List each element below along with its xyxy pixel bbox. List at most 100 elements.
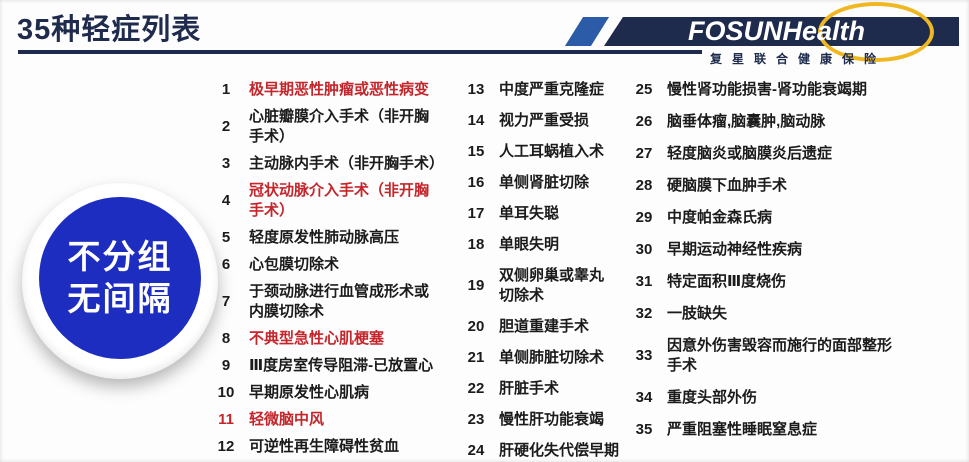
list-item: 12 可逆性再生障碍性贫血 [214,437,464,457]
item-number: 3 [221,155,231,172]
list-item: 9 Ⅲ度房室传导阻滞-已放置心 [214,356,464,376]
item-number: 11 [218,411,234,428]
list-item: 14 视力严重受损 [464,111,632,131]
item-text: 于颈动脉进行血管成形术或 内膜切除术 [249,283,430,320]
no-group-badge: 不分组 无间隔 [22,183,218,379]
item-text: 硬脑膜下血肿手术 [667,177,788,194]
logo-ellipse-icon [818,2,934,62]
list-item: 13 中度严重克隆症 [464,80,632,100]
item-text: 一肢缺失 [667,305,728,322]
item-number: 29 [635,209,653,226]
item-text: 特定面积Ⅲ度烧伤 [667,273,787,290]
item-number: 26 [635,113,653,130]
item-text: 胆道重建手术 [499,318,590,335]
list-item: 21 单侧肺脏切除术 [464,348,632,368]
item-text: 视力严重受损 [499,112,590,129]
badge-line2: 无间隔 [67,280,173,317]
item-text: 中度严重克隆症 [499,81,605,98]
item-text: 轻度原发性肺动脉高压 [249,229,400,246]
item-text: 重度头部外伤 [667,389,758,406]
item-text: 早期原发性心肌病 [249,384,370,401]
logo-brand-main: FOSUN [688,16,783,46]
item-number: 4 [221,192,231,209]
list-item: 2 心脏瓣膜介入手术（非开胸 手术） [214,107,464,147]
item-number: 24 [467,442,485,459]
list-item: 7 于颈动脉进行血管成形术或 内膜切除术 [214,282,464,322]
list-item: 34 重度头部外伤 [632,388,962,408]
item-text: 主动脉内手术（非开胸手术） [249,155,445,172]
list-item: 25 慢性肾功能损害-肾功能衰竭期 [632,80,962,100]
item-text: 双侧卵巢或睾丸 切除术 [499,267,605,304]
list-item: 8 不典型急性心肌梗塞 [214,329,464,349]
list-item: 20 胆道重建手术 [464,317,632,337]
list-column-1: 1 极早期恶性肿瘤或恶性病变 2 心脏瓣膜介入手术（非开胸 手术） 3 主动脉内手术（非开… [214,80,464,460]
item-text: 肝硬化失代偿早期 [499,442,620,459]
list-item: 4 冠状动脉介入手术（非开胸 手术） [214,181,464,221]
item-number: 5 [221,229,231,246]
item-number: 14 [467,112,485,129]
list-item: 19 双侧卵巢或睾丸 切除术 [464,266,632,306]
item-text: 单眼失明 [499,236,560,253]
item-text: 因意外伤害毁容而施行的面部整形 手术 [667,337,893,374]
item-number: 25 [635,81,653,98]
item-number: 22 [467,380,485,397]
list-item: 10 早期原发性心肌病 [214,383,464,403]
item-number: 28 [635,177,653,194]
list-item: 26 脑垂体瘤,脑囊肿,脑动脉 [632,112,962,132]
list-item: 11 轻微脑中风 [214,410,464,430]
item-text: 轻微脑中风 [249,411,325,428]
item-text: 轻度脑炎或脑膜炎后遗症 [667,145,833,162]
list-item: 29 中度帕金森氏病 [632,208,962,228]
item-text: 不典型急性心肌梗塞 [249,330,385,347]
logo-stripe-icon [564,17,610,46]
list-item: 23 慢性肝功能衰竭 [464,410,632,430]
item-text: 心包膜切除术 [249,256,340,273]
list-item: 33 因意外伤害毁容而施行的面部整形 手术 [632,336,962,376]
item-text: 中度帕金森氏病 [667,209,773,226]
item-number: 6 [221,256,231,273]
item-number: 1 [221,81,231,98]
list-item: 6 心包膜切除术 [214,255,464,275]
item-text: 单耳失聪 [499,205,560,222]
page-title: 35种轻症列表 [17,14,202,46]
item-text: 脑垂体瘤,脑囊肿,脑动脉 [667,113,826,130]
list-item: 17 单耳失聪 [464,204,632,224]
list-item: 32 一肢缺失 [632,304,962,324]
item-text: 慢性肝功能衰竭 [499,411,605,428]
item-text: 极早期恶性肿瘤或恶性病变 [249,81,430,98]
item-text: 冠状动脉介入手术（非开胸 手术） [249,182,430,219]
list-item: 18 单眼失明 [464,235,632,255]
item-text: 慢性肾功能损害-肾功能衰竭期 [667,81,867,98]
item-number: 34 [635,389,653,406]
item-number: 32 [635,305,653,322]
item-number: 9 [221,357,231,374]
item-number: 2 [221,118,231,135]
list-item: 30 早期运动神经性疾病 [632,240,962,260]
item-number: 7 [221,293,231,310]
list-item: 28 硬脑膜下血肿手术 [632,176,962,196]
item-number: 19 [467,277,485,294]
list-item: 35 严重阻塞性睡眠窒息症 [632,420,962,440]
item-number: 30 [635,241,653,258]
list-item: 31 特定面积Ⅲ度烧伤 [632,272,962,292]
logo-wordmark: FOSUNHealth [688,17,865,46]
item-text: 可逆性再生障碍性贫血 [249,438,400,455]
item-number: 27 [635,145,653,162]
item-number: 15 [467,143,485,160]
item-text: 单侧肺脏切除术 [499,349,605,366]
list-item: 16 单侧肾脏切除 [464,173,632,193]
list-item: 15 人工耳蜗植入术 [464,142,632,162]
item-number: 20 [467,318,485,335]
logo-brand-sub: Health [782,16,866,46]
item-text: 早期运动神经性疾病 [667,241,803,258]
item-number: 10 [217,384,235,401]
item-number: 12 [217,438,235,455]
item-number: 16 [467,174,485,191]
list-item: 1 极早期恶性肿瘤或恶性病变 [214,80,464,100]
list-item: 22 肝脏手术 [464,379,632,399]
item-text: 心脏瓣膜介入手术（非开胸 手术） [249,108,430,145]
list-column-3: 25 慢性肾功能损害-肾功能衰竭期 26 脑垂体瘤,脑囊肿,脑动脉 27 轻度脑炎或脑膜炎… [632,80,962,460]
list-item: 27 轻度脑炎或脑膜炎后遗症 [632,144,962,164]
item-number: 17 [467,205,485,222]
